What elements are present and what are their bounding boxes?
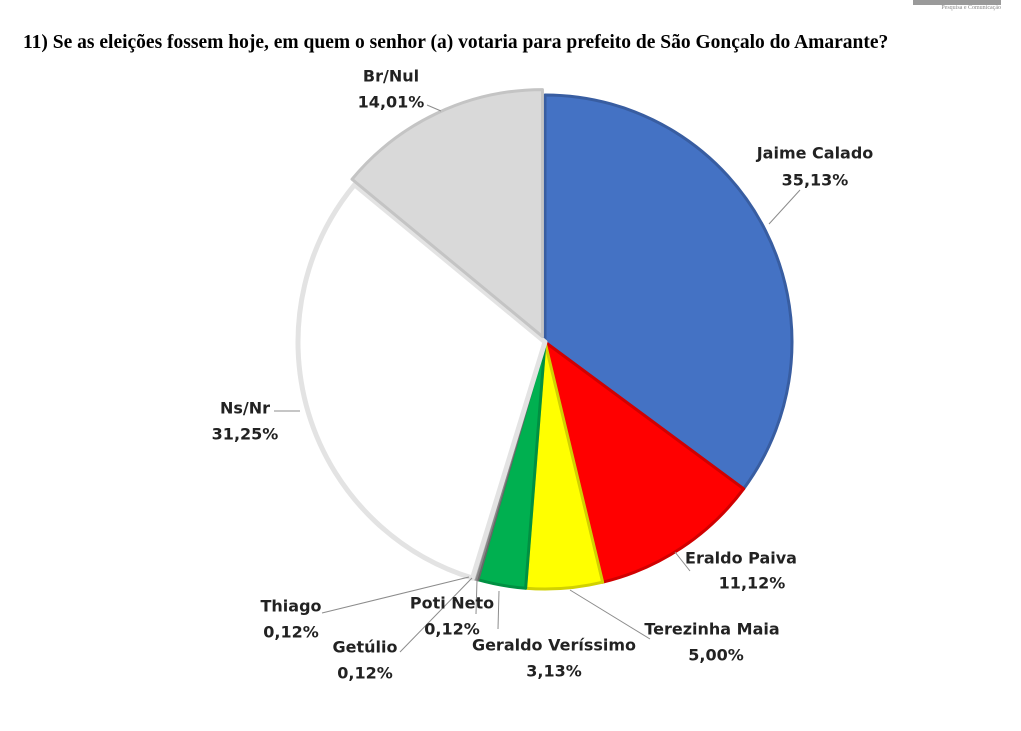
slice-label-ns-nr: Ns/Nr (220, 399, 270, 418)
leader-line-eraldo-paiva (674, 551, 691, 572)
pie-leader-lines (274, 104, 801, 653)
slice-value-br-nul: 14,01% (358, 93, 425, 112)
pie-slices (295, 88, 794, 591)
slice-value-thiago: 0,12% (263, 623, 319, 642)
slice-label-getulio: Getúlio (333, 638, 398, 657)
slice-label-terezinha-maia: Terezinha Maia (644, 620, 779, 639)
leader-line-thiago (321, 576, 470, 614)
leader-line-jaime-calado (768, 189, 801, 225)
slice-value-poti-neto: 0,12% (424, 620, 480, 639)
slice-value-jaime-calado: 35,13% (782, 171, 849, 190)
leader-line-getulio (399, 577, 473, 653)
leader-line-geraldo-verissimo (497, 590, 500, 630)
slice-value-terezinha-maia: 5,00% (688, 646, 744, 665)
slice-label-poti-neto: Poti Neto (410, 594, 494, 613)
pie-labels: Jaime Calado 35,13% Eraldo Paiva 11,12% Tere… (212, 67, 874, 683)
survey-question-title: 11) Se as eleições fossem hoje, em quem … (23, 32, 889, 53)
slice-value-eraldo-paiva: 11,12% (719, 574, 786, 593)
pie-slice-ns-nr (295, 182, 548, 581)
brand-logo-tagline: Pesquisa e Comunicação (941, 5, 1001, 11)
slice-value-getulio: 0,12% (337, 664, 393, 683)
slice-value-ns-nr: 31,25% (212, 425, 279, 444)
slice-value-geraldo-verissimo: 3,13% (526, 662, 582, 681)
pie-slice-eraldo-paiva (543, 340, 746, 584)
brand-logo: Pesquisa e Comunicação (901, 0, 1001, 20)
slice-label-eraldo-paiva: Eraldo Paiva (685, 549, 797, 568)
pie-slice-jaime-calado (543, 93, 794, 491)
brand-logo-mark (913, 0, 1001, 5)
pie-slice-br-nul (350, 88, 544, 339)
leader-line-br-nul (426, 104, 442, 112)
slice-label-jaime-calado: Jaime Calado (756, 144, 874, 163)
slice-label-thiago: Thiago (260, 597, 321, 616)
leader-line-poti-neto (475, 579, 478, 615)
leader-line-terezinha-maia (569, 589, 651, 640)
slice-label-br-nul: Br/Nul (363, 67, 419, 86)
slice-label-geraldo-verissimo: Geraldo Veríssimo (472, 636, 636, 655)
